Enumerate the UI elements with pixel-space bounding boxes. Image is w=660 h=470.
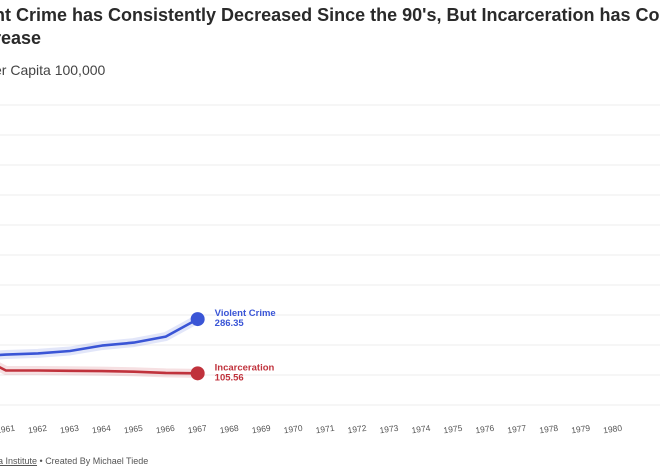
x-tick-label: 1967 — [187, 423, 207, 436]
x-tick-label: 1979 — [571, 423, 591, 436]
x-tick-label: 1962 — [27, 423, 47, 436]
x-tick-label: 1968 — [219, 423, 239, 436]
x-tick-label: 1974 — [411, 423, 431, 436]
footer-credit: Created By Michael Tiede — [45, 456, 149, 466]
violent-crime-line-halo — [0, 314, 203, 360]
x-tick-label: 1970 — [283, 423, 303, 436]
x-tick-label: 1978 — [539, 423, 559, 436]
incarceration-end-value: 105.56 — [215, 372, 244, 383]
source-link[interactable]: era Institute — [0, 456, 38, 466]
x-tick-label: 1964 — [91, 423, 111, 436]
incarceration-line — [0, 365, 199, 375]
chart-subtitle: er Capita 100,000 — [0, 62, 106, 78]
violent-crime-end-label: Violent Crime — [215, 308, 276, 319]
violent-crime-end-point — [190, 312, 205, 327]
x-tick-label: 1966 — [155, 423, 175, 436]
chart-title: nt Crime has Consistently Decreased Sinc… — [0, 4, 660, 50]
x-tick-label: 1963 — [59, 423, 79, 436]
x-tick-label: 1976 — [475, 423, 495, 436]
x-tick-label: 1969 — [251, 423, 271, 436]
chart-title-line-1: nt Crime has Consistently Decreased Sinc… — [0, 5, 660, 25]
footer-separator: • — [37, 456, 46, 466]
chart-footer: era Institute • Created By Michael Tiede — [0, 456, 148, 466]
x-tick-label: 1980 — [603, 423, 623, 436]
incarceration-end-label: Incarceration — [215, 362, 275, 373]
x-tick-label: 1977 — [507, 423, 527, 436]
violent-crime-line — [0, 317, 199, 357]
x-tick-label: 1961 — [0, 423, 16, 436]
chart-title-line-2: rease — [0, 28, 42, 48]
x-tick-label: 1973 — [379, 423, 399, 436]
x-tick-label: 1965 — [123, 423, 143, 436]
incarceration-end-point — [190, 366, 205, 381]
violent-crime-end-value: 286.35 — [215, 318, 245, 329]
x-tick-label: 1975 — [443, 423, 463, 436]
x-tick-label: 1972 — [347, 423, 367, 436]
x-tick-label: 1971 — [315, 423, 335, 436]
